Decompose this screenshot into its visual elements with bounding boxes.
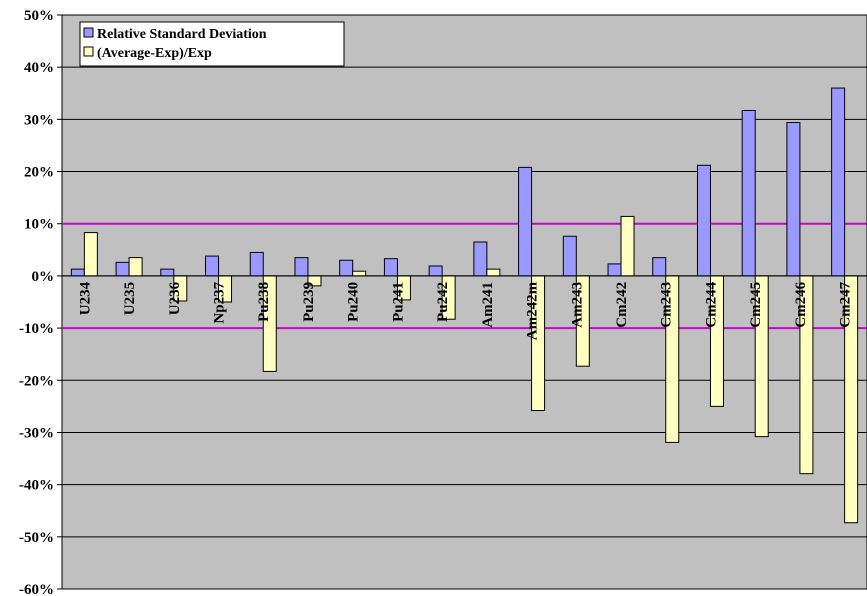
bar-rsd xyxy=(562,235,577,277)
legend: Relative Standard Deviation (Average-Exp… xyxy=(79,21,345,67)
bars xyxy=(70,87,859,524)
legend-box xyxy=(79,21,345,67)
y-tick-label: -10% xyxy=(19,321,54,337)
y-tick-label: 50% xyxy=(24,8,54,24)
category-label: Pu240 xyxy=(346,282,362,322)
y-tick-label: -50% xyxy=(19,530,54,546)
bar-rsd xyxy=(652,257,667,277)
y-tick-label: -40% xyxy=(19,478,54,494)
bar-rsd xyxy=(428,265,443,277)
bar-avg-exp xyxy=(128,257,143,277)
category-label: Cm246 xyxy=(793,281,809,327)
bar-avg-exp xyxy=(486,268,501,277)
bar-rsd xyxy=(607,263,622,277)
category-label: Pu241 xyxy=(390,282,406,322)
category-label: Pu238 xyxy=(256,282,272,322)
bar-avg-exp xyxy=(352,270,367,277)
bar-rsd xyxy=(294,257,309,277)
category-label: U236 xyxy=(167,281,183,315)
category-label: Am243 xyxy=(569,282,585,328)
category-label: U235 xyxy=(122,282,138,315)
y-tick-label: -30% xyxy=(19,425,54,441)
legend-label-rsd: Relative Standard Deviation xyxy=(97,27,267,42)
category-label: Np237 xyxy=(212,281,228,323)
y-tick-label: -60% xyxy=(19,582,54,596)
bar-avg-exp xyxy=(83,232,98,277)
category-labels: U234 U235 U236 Np237 Pu238 Pu239 Pu240 Pu241 Pu2… xyxy=(77,281,853,340)
legend-swatch-avg-exp xyxy=(83,46,94,57)
y-axis-ticks: 50% 40% 30% 20% 10% 0% -10% -20% -30% -40% -50% -60… xyxy=(19,8,62,596)
category-label: Cm245 xyxy=(748,282,764,328)
legend-label-avg-exp: (Average-Exp)/Exp xyxy=(97,46,212,61)
category-label: Am241 xyxy=(480,282,496,328)
y-tick-label: 30% xyxy=(24,112,54,128)
bar-rsd xyxy=(383,258,398,277)
y-tick-label: -20% xyxy=(19,373,54,389)
gridlines xyxy=(62,66,867,538)
y-tick-label: 10% xyxy=(24,217,54,233)
category-label: Cm247 xyxy=(838,281,854,327)
category-label: Pu239 xyxy=(301,282,317,322)
plot-area xyxy=(61,14,867,590)
category-label: Cm244 xyxy=(703,281,719,327)
bar-avg-exp xyxy=(620,215,635,277)
legend-swatch-rsd xyxy=(83,27,94,38)
bar-rsd xyxy=(741,109,756,277)
bar-rsd xyxy=(205,255,220,277)
bar-rsd xyxy=(70,268,85,277)
category-label: Cm243 xyxy=(659,282,675,328)
category-label: Cm242 xyxy=(614,282,630,328)
reference-lines xyxy=(62,222,867,330)
bar-rsd xyxy=(160,268,175,277)
bar-rsd xyxy=(518,166,533,277)
category-label: U234 xyxy=(77,281,93,315)
bar-rsd xyxy=(339,259,354,277)
bar-rsd xyxy=(786,121,801,277)
bar-rsd xyxy=(473,241,488,277)
bar-rsd xyxy=(696,164,711,277)
y-tick-label: 20% xyxy=(24,165,54,181)
y-tick-label: 0% xyxy=(32,269,55,285)
bar-rsd xyxy=(115,261,130,277)
category-label: Am242m xyxy=(525,281,541,340)
bar-rsd xyxy=(831,87,846,277)
category-label: Pu242 xyxy=(435,282,451,322)
y-tick-label: 40% xyxy=(24,60,54,76)
bar-rsd xyxy=(249,251,264,277)
